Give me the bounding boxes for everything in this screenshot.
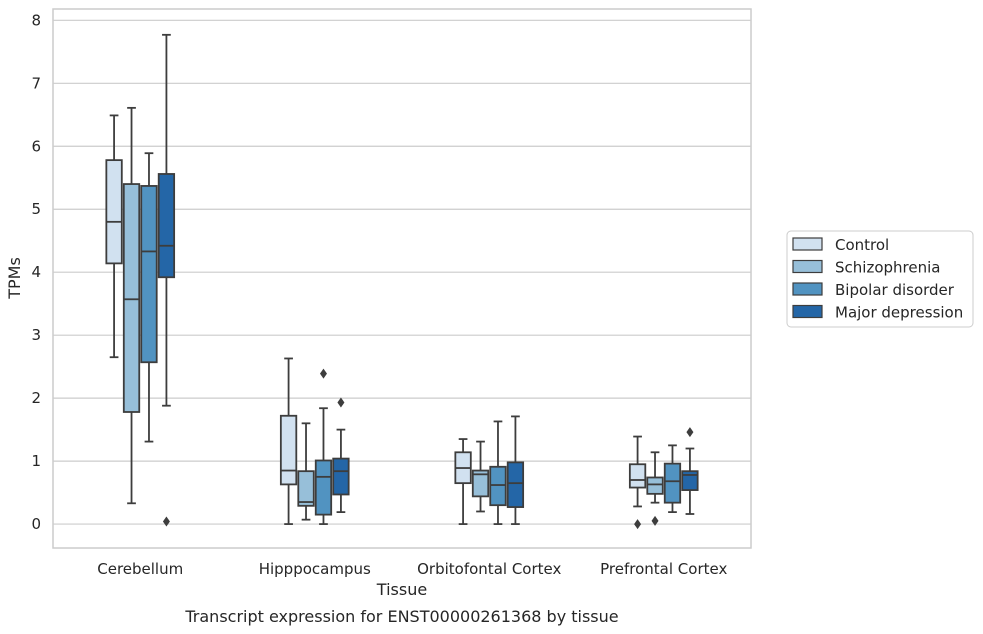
y-axis-label: TPMs — [5, 257, 24, 300]
y-tick-label: 5 — [31, 200, 41, 218]
box-iqr — [506, 461, 525, 508]
box-iqr — [489, 465, 507, 507]
box-group — [140, 152, 158, 443]
legend-frame — [786, 230, 974, 328]
legend-label: Major depression — [835, 304, 963, 322]
box-group — [628, 435, 647, 530]
y-tick-label: 8 — [31, 11, 41, 29]
x-tick-labels: Cerebellum Hipppocampus Orbitofontal Corte… — [97, 560, 727, 578]
box-group — [297, 422, 315, 521]
box-group — [506, 415, 525, 525]
box-iqr — [122, 183, 141, 413]
box-iqr — [471, 469, 490, 498]
box-group — [489, 420, 507, 525]
y-tick-label: 6 — [31, 137, 41, 155]
legend-swatch — [792, 282, 823, 296]
legend-label: Bipolar disorder — [835, 281, 955, 299]
gridlines — [53, 19, 751, 525]
box-group — [471, 440, 490, 513]
box-iqr — [332, 457, 350, 496]
y-tick-label: 2 — [31, 389, 41, 407]
legend-swatch — [792, 304, 823, 319]
y-tick-label: 0 — [31, 515, 41, 533]
box-group — [646, 451, 664, 526]
y-tick-labels: 0 1 2 3 4 5 6 7 8 — [31, 11, 41, 533]
outlier-point — [651, 515, 659, 526]
box-iqr — [140, 185, 158, 364]
y-tick-label: 3 — [31, 326, 41, 344]
legend-label: Schizophrenia — [835, 259, 940, 277]
box-group — [332, 397, 350, 514]
box-group — [314, 368, 333, 525]
box-iqr — [628, 463, 647, 489]
y-tick-label: 4 — [31, 263, 41, 281]
legend-label: Control — [835, 236, 889, 254]
legend-items: Control Schizophrenia Bipolar disorder Majo… — [792, 236, 963, 322]
box-iqr — [681, 470, 699, 491]
box-iqr — [646, 476, 664, 495]
legend-swatch — [792, 237, 823, 251]
box-iqr — [279, 414, 298, 486]
box-iqr — [314, 459, 333, 516]
box-group — [157, 33, 176, 527]
box-iqr — [297, 470, 315, 507]
box-iqr — [105, 159, 123, 265]
outlier-point — [337, 397, 345, 408]
x-axis-label: Tissue — [376, 580, 427, 599]
x-tick-label: Cerebellum — [97, 560, 183, 578]
box-group — [454, 438, 472, 525]
y-tick-label: 7 — [31, 74, 41, 92]
legend: Control Schizophrenia Bipolar disorder Majo… — [786, 230, 974, 328]
legend-swatch — [792, 259, 823, 274]
box-group — [105, 114, 123, 359]
y-tick-label: 1 — [31, 452, 41, 470]
boxes — [105, 33, 699, 530]
x-tick-label: Hipppocampus — [259, 560, 371, 578]
box-iqr — [663, 462, 682, 504]
outlier-point — [319, 368, 327, 379]
box-group — [279, 357, 298, 525]
box-iqr — [157, 173, 176, 279]
box-group — [663, 444, 682, 514]
x-tick-label: Orbitofontal Cortex — [417, 560, 561, 578]
plot-area-frame — [52, 8, 752, 549]
box-group — [122, 106, 141, 505]
outlier-point — [162, 516, 170, 527]
box-group — [681, 427, 699, 515]
x-tick-label: Prefrontal Cortex — [600, 560, 727, 578]
outlier-point — [634, 519, 642, 530]
chart-caption: Transcript expression for ENST0000026136… — [184, 607, 618, 626]
outlier-point — [686, 427, 694, 438]
